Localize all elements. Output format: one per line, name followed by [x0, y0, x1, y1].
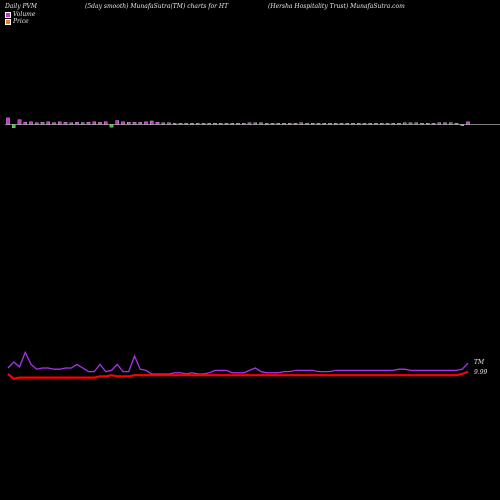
- volume-bar: [17, 119, 22, 125]
- volume-bars: [6, 117, 470, 128]
- legend-volume: Volume: [5, 11, 35, 18]
- legend-price: Price: [5, 18, 29, 25]
- legend-volume-swatch: [5, 11, 11, 18]
- pvm-line: [7, 350, 469, 375]
- volume-bar: [6, 117, 10, 125]
- volume-bar: [149, 120, 154, 125]
- price-line: [7, 370, 469, 380]
- chart-title-middle: (5day smooth) MunafaSutra(TM) charts for…: [85, 3, 229, 10]
- chart-title-left: Daily PVM: [5, 3, 38, 10]
- legend-volume-label: Volume: [13, 11, 36, 18]
- legend-price-label: Price: [13, 18, 29, 25]
- chart-title-right: (Hersha Hospitality Trust) MunafaSutra.c…: [268, 3, 405, 10]
- pvm-end-label: TM: [474, 359, 485, 366]
- legend-price-swatch: [5, 18, 11, 25]
- price-end-label: 9.99: [474, 369, 488, 376]
- volume-bar: [11, 124, 16, 128]
- volume-bar: [115, 120, 120, 125]
